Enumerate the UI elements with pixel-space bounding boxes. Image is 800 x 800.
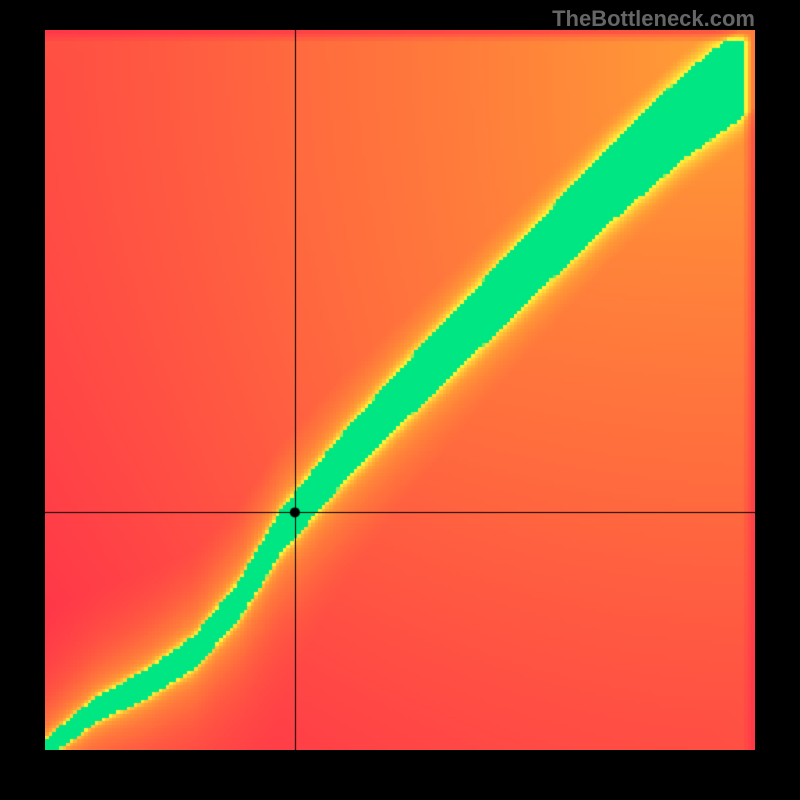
chart-container: TheBottleneck.com	[0, 0, 800, 800]
watermark-text: TheBottleneck.com	[552, 6, 755, 32]
heatmap-plot	[45, 30, 755, 750]
